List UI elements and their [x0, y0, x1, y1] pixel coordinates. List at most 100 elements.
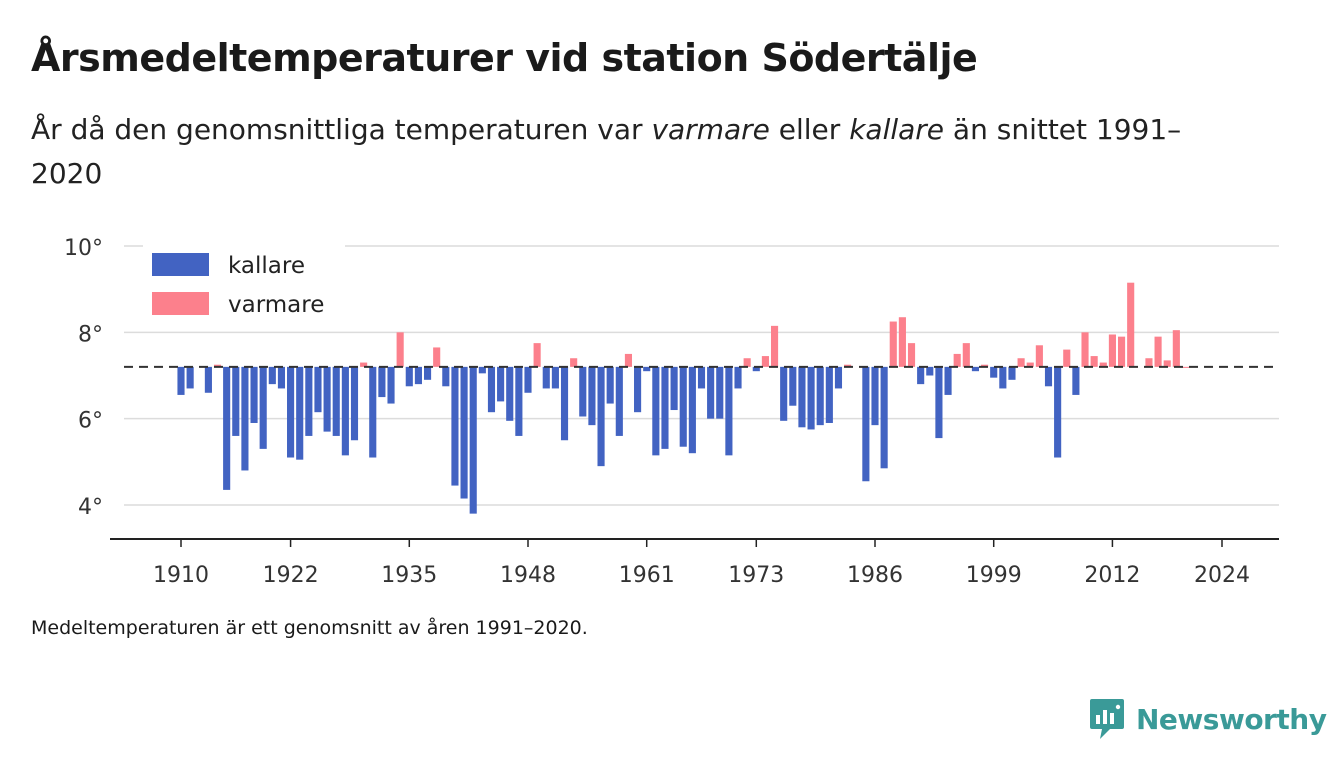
bar-cold[interactable] — [990, 366, 998, 378]
bar-cold[interactable] — [1044, 366, 1053, 387]
bar-cold[interactable] — [697, 366, 706, 389]
bar-cold[interactable] — [935, 366, 943, 439]
bar-cold[interactable] — [579, 366, 587, 417]
bar-warm[interactable] — [907, 343, 916, 367]
bar-cold[interactable] — [679, 366, 687, 447]
bar-warm[interactable] — [1117, 336, 1126, 367]
bar-warm[interactable] — [1108, 334, 1116, 367]
bar-warm[interactable] — [1026, 362, 1034, 367]
bar-warm[interactable] — [570, 358, 578, 367]
bar-warm[interactable] — [1017, 358, 1025, 367]
bar-cold[interactable] — [451, 366, 459, 486]
bar-cold[interactable] — [323, 366, 331, 432]
bar-cold[interactable] — [1054, 366, 1062, 458]
bar-cold[interactable] — [341, 366, 349, 456]
bar-cold[interactable] — [944, 366, 952, 395]
bar-warm[interactable] — [1063, 349, 1071, 367]
bar-warm[interactable] — [962, 343, 970, 367]
bar-cold[interactable] — [999, 366, 1007, 389]
bar-cold[interactable] — [442, 366, 450, 387]
bar-cold[interactable] — [378, 366, 386, 398]
bar-cold[interactable] — [588, 366, 596, 426]
bar-cold[interactable] — [971, 366, 980, 372]
bar-cold[interactable] — [268, 366, 276, 385]
bar-warm[interactable] — [981, 364, 989, 367]
bar-warm[interactable] — [1127, 282, 1135, 367]
bar-cold[interactable] — [734, 366, 742, 389]
bar-cold[interactable] — [780, 366, 788, 421]
bar-cold[interactable] — [296, 366, 304, 460]
bar-cold[interactable] — [515, 366, 523, 436]
bar-warm[interactable] — [1181, 366, 1190, 368]
bar-cold[interactable] — [816, 366, 824, 426]
bar-cold[interactable] — [177, 366, 185, 395]
bar-cold[interactable] — [487, 366, 496, 413]
bar-cold[interactable] — [716, 366, 724, 419]
newsworthy-brand[interactable]: Newsworthy — [1088, 697, 1327, 741]
bar-cold[interactable] — [405, 366, 413, 387]
bar-warm[interactable] — [433, 347, 441, 367]
bar-cold[interactable] — [688, 366, 696, 454]
bar-cold[interactable] — [232, 366, 240, 436]
bar-warm[interactable] — [1145, 358, 1153, 367]
bar-warm[interactable] — [213, 364, 222, 367]
bar-cold[interactable] — [606, 366, 614, 404]
bar-cold[interactable] — [597, 366, 605, 467]
bar-cold[interactable] — [332, 366, 340, 436]
bar-cold[interactable] — [414, 366, 422, 385]
bar-cold[interactable] — [350, 366, 359, 441]
bar-cold[interactable] — [661, 366, 669, 449]
bar-warm[interactable] — [898, 317, 906, 367]
bar-warm[interactable] — [743, 358, 751, 367]
bar-cold[interactable] — [834, 366, 843, 389]
bar-cold[interactable] — [469, 366, 477, 514]
bar-cold[interactable] — [926, 366, 934, 376]
bar-warm[interactable] — [1099, 362, 1107, 367]
bar-cold[interactable] — [652, 366, 660, 456]
bar-cold[interactable] — [314, 366, 322, 413]
bar-cold[interactable] — [752, 366, 760, 372]
bar-cold[interactable] — [1008, 366, 1016, 380]
bar-cold[interactable] — [250, 366, 258, 423]
bar-cold[interactable] — [497, 366, 505, 402]
bar-cold[interactable] — [917, 366, 925, 385]
bar-warm[interactable] — [1081, 332, 1089, 367]
bar-cold[interactable] — [707, 366, 715, 419]
bar-cold[interactable] — [223, 366, 231, 490]
bar-cold[interactable] — [551, 366, 559, 389]
bar-cold[interactable] — [524, 366, 532, 393]
bar-warm[interactable] — [624, 353, 633, 367]
bar-cold[interactable] — [798, 366, 806, 428]
bar-warm[interactable] — [844, 364, 852, 367]
bar-cold[interactable] — [615, 366, 623, 436]
bar-cold[interactable] — [204, 366, 212, 393]
bar-warm[interactable] — [1172, 330, 1180, 367]
bar-cold[interactable] — [670, 366, 678, 411]
bar-cold[interactable] — [725, 366, 733, 456]
bar-cold[interactable] — [634, 366, 642, 413]
bar-cold[interactable] — [825, 366, 833, 423]
bar-cold[interactable] — [478, 366, 486, 374]
bar-cold[interactable] — [387, 366, 395, 404]
bar-cold[interactable] — [560, 366, 569, 441]
bar-cold[interactable] — [369, 366, 377, 458]
bar-cold[interactable] — [287, 366, 295, 458]
bar-cold[interactable] — [862, 366, 870, 482]
bar-cold[interactable] — [789, 366, 797, 406]
bar-cold[interactable] — [460, 366, 468, 499]
bar-warm[interactable] — [1163, 360, 1171, 367]
bar-warm[interactable] — [761, 356, 769, 367]
bar-warm[interactable] — [1035, 345, 1043, 367]
bar-cold[interactable] — [506, 366, 514, 421]
bar-warm[interactable] — [770, 325, 779, 367]
bar-cold[interactable] — [542, 366, 550, 389]
bar-cold[interactable] — [305, 366, 313, 436]
bar-cold[interactable] — [1072, 366, 1080, 395]
bar-cold[interactable] — [807, 366, 815, 430]
bar-cold[interactable] — [871, 366, 879, 426]
bar-warm[interactable] — [1090, 356, 1098, 367]
bar-cold[interactable] — [241, 366, 249, 471]
bar-cold[interactable] — [880, 366, 888, 469]
bar-cold[interactable] — [423, 366, 432, 380]
bar-cold[interactable] — [643, 366, 651, 372]
